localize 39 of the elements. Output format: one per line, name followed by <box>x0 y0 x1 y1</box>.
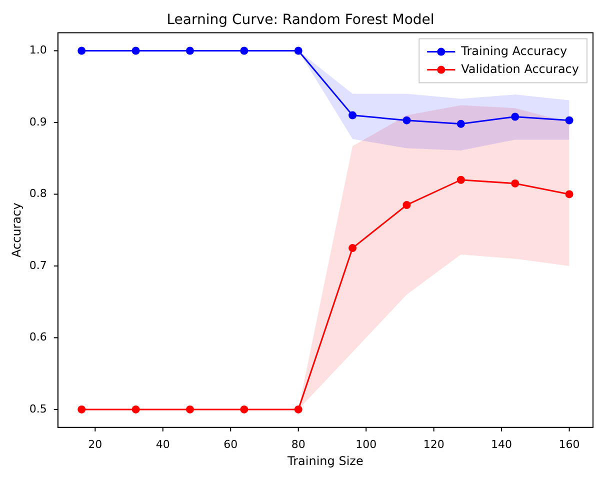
x-tick-label: 60 <box>224 438 238 451</box>
point <box>511 179 520 188</box>
point <box>456 176 465 184</box>
point <box>78 405 86 414</box>
point <box>565 190 574 198</box>
x-tick-label: 80 <box>291 438 306 451</box>
x-tick-label: 160 <box>558 438 580 451</box>
point <box>348 244 357 252</box>
y-tick-label: 0.5 <box>29 402 47 416</box>
point <box>294 405 302 414</box>
point <box>240 46 248 55</box>
point <box>132 46 140 55</box>
y-tick-label: 0.6 <box>29 330 47 344</box>
y-tick-label: 0.9 <box>29 115 47 128</box>
point <box>240 405 248 414</box>
x-tick-label: 100 <box>356 438 377 451</box>
y-tick-label: 0.7 <box>29 258 47 272</box>
point <box>132 405 140 414</box>
point <box>511 112 520 121</box>
point <box>565 116 574 124</box>
legend-label: Validation Accuracy <box>461 62 580 76</box>
point <box>186 46 194 55</box>
point <box>402 116 411 124</box>
x-tick-label: 40 <box>156 438 170 451</box>
point <box>456 120 465 128</box>
point <box>78 46 86 55</box>
point <box>186 405 194 414</box>
point <box>348 111 357 120</box>
point <box>402 200 411 209</box>
point <box>294 46 302 55</box>
x-tick-label: 120 <box>423 438 444 451</box>
chart-title: Learning Curve: Random Forest Model <box>166 12 434 28</box>
y-tick-label: 1.0 <box>29 44 47 57</box>
y-axis-title: Accuracy <box>9 202 24 258</box>
x-tick-label: 140 <box>491 438 512 451</box>
legend-label: Training Accuracy <box>460 44 568 58</box>
x-tick-label: 20 <box>88 438 102 451</box>
x-axis-title: Training Size <box>286 454 364 468</box>
y-tick-label: 0.8 <box>29 187 47 200</box>
